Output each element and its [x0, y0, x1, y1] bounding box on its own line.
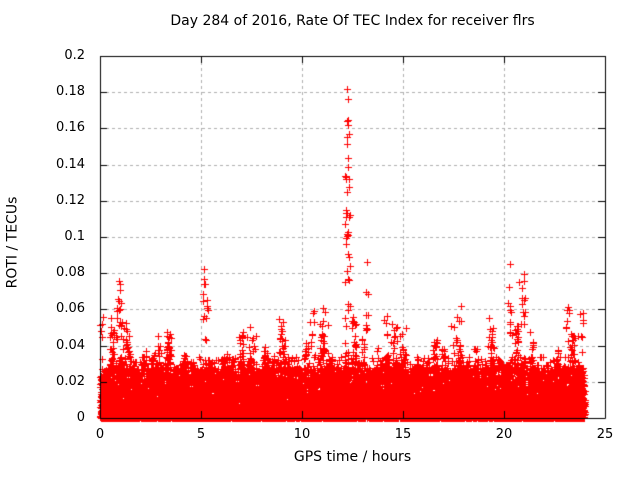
y-tick-label: 0.02	[56, 373, 85, 389]
y-tick-label: 0.18	[56, 84, 85, 100]
x-tick-label: 25	[596, 427, 614, 442]
x-tick-label: 0	[95, 427, 105, 442]
y-tick-label: 0.04	[56, 337, 85, 353]
x-tick-label: 15	[394, 427, 412, 442]
y-tick-label: 0.12	[56, 192, 85, 208]
y-tick-label: 0	[76, 410, 85, 425]
x-tick-label: 10	[293, 427, 311, 442]
y-tick-label: 0.2	[64, 48, 85, 63]
x-tick-label: 5	[196, 427, 206, 442]
x-tick-label: 20	[495, 427, 513, 442]
y-tick-label: 0.16	[56, 120, 85, 136]
y-tick-label: 0.08	[56, 265, 85, 281]
y-tick-label: 0.1	[64, 229, 85, 244]
y-tick-label: 0.06	[56, 301, 85, 317]
chart-title: Day 284 of 2016, Rate Of TEC Index for r…	[170, 13, 535, 29]
x-axis-label: GPS time / hours	[293, 449, 412, 465]
y-tick-label: 0.14	[56, 156, 85, 172]
